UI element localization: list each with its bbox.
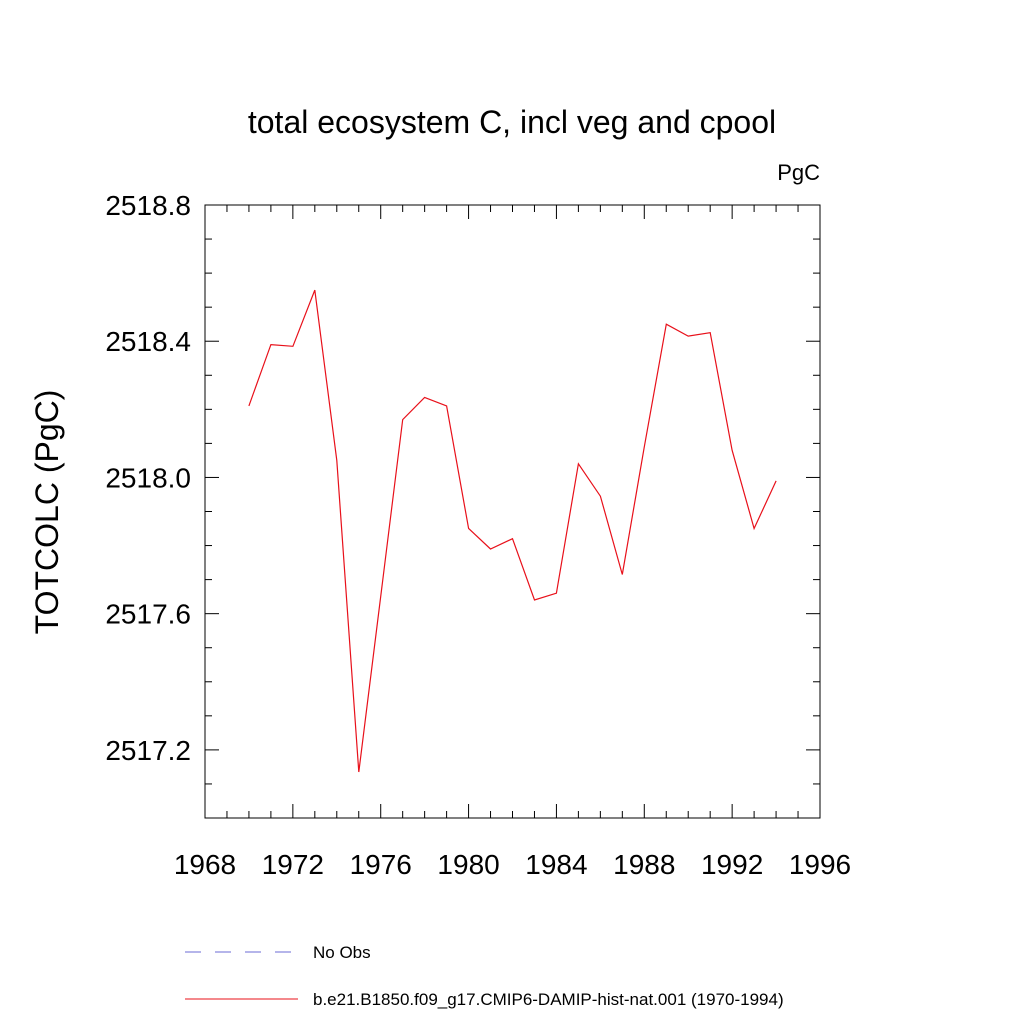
y-tick-label: 2518.0	[105, 462, 191, 493]
x-tick-label: 1992	[701, 849, 763, 880]
legend-label-0: No Obs	[313, 943, 371, 962]
y-tick-label: 2518.4	[105, 326, 191, 357]
legend-label-1: b.e21.B1850.f09_g17.CMIP6-DAMIP-hist-nat…	[313, 990, 784, 1009]
chart-title: total ecosystem C, incl veg and cpool	[248, 104, 776, 140]
x-axis: 1968 1972 1976 1980 1984 1988 1992 1996	[174, 205, 851, 880]
x-tick-label: 1988	[613, 849, 675, 880]
y-axis-label: TOTCOLC (PgC)	[29, 390, 65, 635]
x-tick-label: 1980	[437, 849, 499, 880]
x-tick-label: 1996	[789, 849, 851, 880]
plot-frame	[204, 204, 821, 819]
legend: No Obs b.e21.B1850.f09_g17.CMIP6-DAMIP-hi…	[185, 943, 784, 1009]
x-tick-label: 1972	[262, 849, 324, 880]
plot-border	[204, 204, 821, 819]
series-layer	[248, 289, 777, 773]
y-axis: 2517.2 2517.6 2518.0 2518.4 2518.8	[105, 190, 820, 819]
y-tick-label: 2517.2	[105, 735, 191, 766]
x-tick-label: 1968	[174, 849, 236, 880]
y-tick-label: 2517.6	[105, 599, 191, 630]
x-tick-label: 1984	[525, 849, 587, 880]
series-line-0	[248, 289, 777, 773]
units-label: PgC	[777, 160, 820, 185]
x-tick-label: 1976	[350, 849, 412, 880]
y-tick-label: 2518.8	[105, 190, 191, 221]
